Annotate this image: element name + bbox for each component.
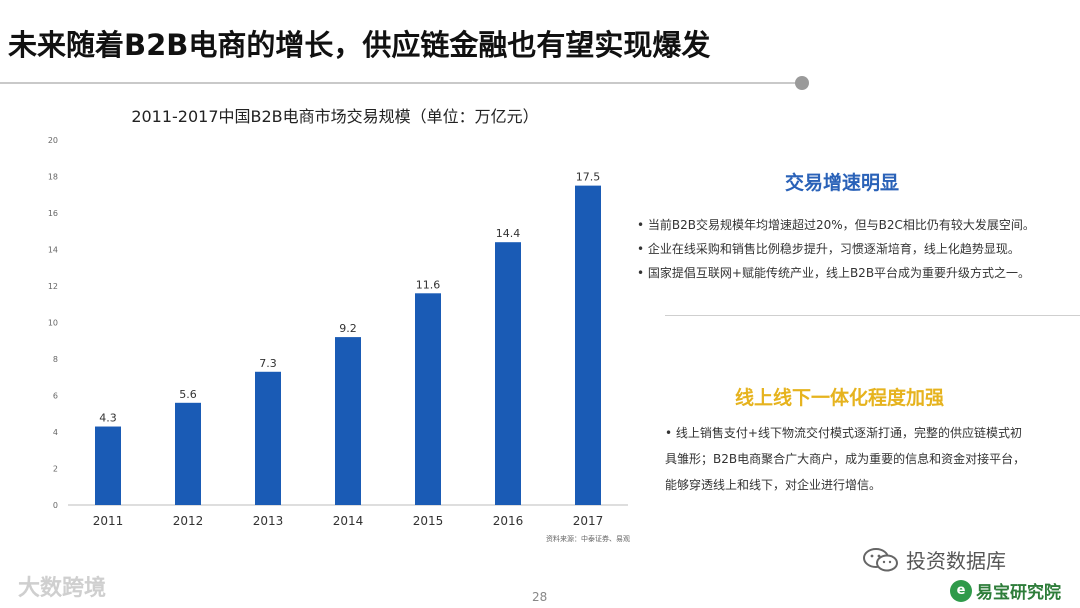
- title-underline: [0, 82, 800, 84]
- chart-svg: 2011-2017中国B2B电商市场交易规模（单位：万亿元） 0 2 4 6 8 10 12 1…: [48, 107, 630, 543]
- y-tick-label: 12: [48, 282, 58, 291]
- bar-value-label: 5.6: [179, 388, 197, 401]
- bullet-item: • 企业在线采购和销售比例稳步提升，习惯逐渐培育，线上化趋势显现。: [637, 242, 1020, 256]
- x-tick-label: 2012: [173, 514, 204, 528]
- chart-title: 2011-2017中国B2B电商市场交易规模（单位：万亿元）: [131, 107, 538, 126]
- y-tick-label: 2: [53, 465, 58, 474]
- bullet-item: 能够穿透线上和线下，对企业进行增信。: [665, 478, 882, 492]
- slide-title: 未来随着B2B电商的增长，供应链金融也有望实现爆发: [8, 28, 711, 62]
- bar: [575, 185, 601, 505]
- bar: [255, 371, 281, 505]
- bar-value-label: 17.5: [576, 171, 601, 184]
- bar-value-label: 9.2: [339, 322, 357, 335]
- y-tick-label: 20: [48, 136, 58, 145]
- bar-value-label: 7.3: [259, 357, 277, 370]
- integration-bullets: • 线上销售支付+线下物流交付模式逐渐打通，完整的供应链模式初 具雏形；B2B电…: [665, 420, 1025, 498]
- watermark-left: 大数跨境: [18, 576, 107, 601]
- section-title-integration: 线上线下一体化程度加强: [735, 387, 945, 409]
- wechat-badge: 投资数据库: [862, 545, 1006, 574]
- bar: [95, 426, 121, 505]
- logo-mark-icon: e: [950, 579, 972, 602]
- wechat-label: 投资数据库: [906, 549, 1006, 573]
- x-tick-label: 2016: [493, 514, 524, 528]
- growth-bullets: • 当前B2B交易规模年均增速超过20%，但与B2C相比仍有较大发展空间。 • …: [637, 213, 1035, 285]
- y-tick-label: 16: [48, 209, 58, 218]
- y-tick-label: 18: [48, 173, 58, 182]
- y-tick-label: 10: [48, 319, 58, 328]
- logo-text: 易宝研究院: [976, 583, 1061, 603]
- bar-value-label: 4.3: [99, 412, 117, 425]
- bullet-item: • 国家提倡互联网+赋能传统产业，线上B2B平台成为重要升级方式之一。: [637, 266, 1031, 280]
- wechat-icon: [863, 547, 898, 571]
- title-dot: [795, 76, 809, 90]
- section-title-growth: 交易增速明显: [785, 172, 900, 194]
- bar-value-label: 11.6: [416, 278, 441, 291]
- y-tick-label: 0: [53, 501, 58, 510]
- brand-logo: e 易宝研究院: [950, 578, 1061, 603]
- chart-source: 资料来源：中泰证券、易观: [546, 534, 630, 543]
- x-tick-label: 2014: [333, 514, 364, 528]
- y-tick-label: 4: [53, 428, 58, 437]
- bullet-item: 具雏形；B2B电商聚合广大商户，成为重要的信息和资金对接平台，: [665, 452, 1026, 466]
- y-tick-label: 8: [53, 355, 58, 364]
- bar: [495, 242, 521, 505]
- x-tick-label: 2017: [573, 514, 604, 528]
- x-tick-label: 2011: [93, 514, 124, 528]
- bullet-item: • 当前B2B交易规模年均增速超过20%，但与B2C相比仍有较大发展空间。: [637, 218, 1035, 232]
- bar: [415, 293, 441, 505]
- x-tick-label: 2015: [413, 514, 444, 528]
- page-number: 28: [532, 590, 548, 604]
- bar-chart: 2011-2017中国B2B电商市场交易规模（单位：万亿元） 0 2 4 6 8 10 12 1…: [0, 95, 640, 555]
- x-tick-label: 2013: [253, 514, 284, 528]
- section-divider: [665, 315, 1080, 316]
- bar: [175, 402, 201, 505]
- bar: [335, 337, 361, 505]
- bullet-item: • 线上销售支付+线下物流交付模式逐渐打通，完整的供应链模式初: [665, 426, 1022, 440]
- y-tick-label: 6: [53, 392, 58, 401]
- y-tick-label: 14: [48, 246, 58, 255]
- bar-value-label: 14.4: [496, 227, 521, 240]
